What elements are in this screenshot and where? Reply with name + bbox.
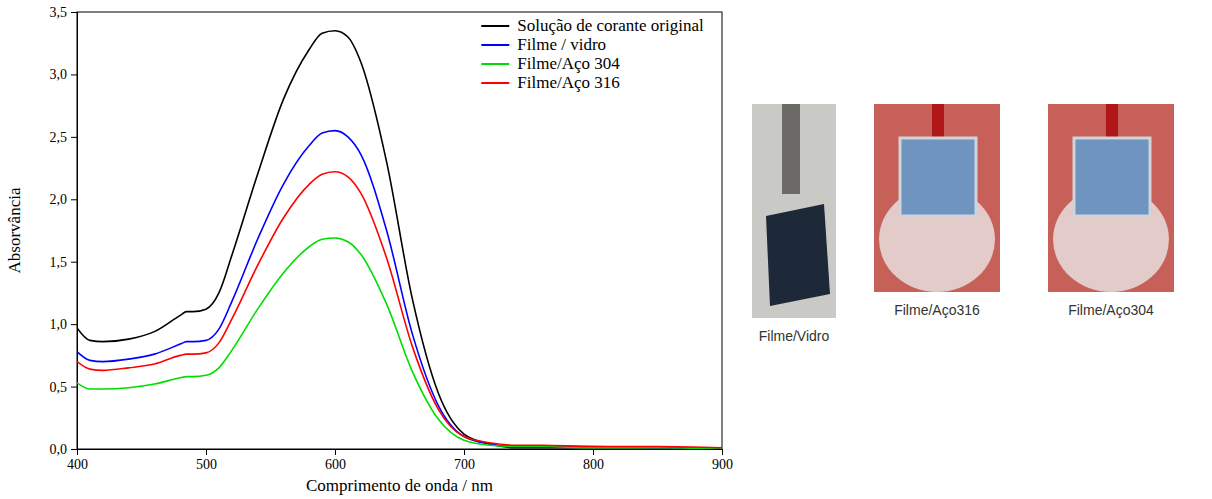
y-tick: 1,5 bbox=[50, 255, 78, 270]
x-tick-label: 700 bbox=[454, 457, 475, 472]
y-axis-line bbox=[71, 13, 78, 450]
legend: Solução de corante originalFilme / vidro… bbox=[481, 16, 704, 92]
y-tick: 0,0 bbox=[50, 442, 78, 457]
y-tick-mark bbox=[71, 74, 77, 75]
y-tick: 3,0 bbox=[50, 67, 78, 82]
photo-caption: Filme/Aço316 bbox=[894, 302, 980, 318]
y-tick-mark bbox=[71, 387, 77, 388]
series-line bbox=[77, 172, 722, 448]
legend-item: Filme / vidro bbox=[481, 35, 606, 54]
x-tick-label: 900 bbox=[712, 457, 733, 472]
photo-background bbox=[752, 104, 836, 318]
series-line bbox=[77, 131, 722, 449]
legend-swatch bbox=[481, 63, 509, 65]
photo-clip bbox=[932, 104, 944, 138]
photo bbox=[752, 104, 836, 318]
y-tick-mark bbox=[71, 12, 77, 13]
photo-film bbox=[766, 204, 830, 306]
y-tick-label: 2,5 bbox=[50, 130, 68, 145]
x-axis: 400 500 600 700 800 900 bbox=[67, 449, 733, 472]
y-tick-mark bbox=[71, 137, 77, 138]
plot: 400 500 600 700 800 900 0,0 0,5 1,0 1,5 2,0 2,5 3,0 3… bbox=[50, 5, 734, 472]
lines bbox=[77, 31, 722, 449]
legend-item: Filme/Aço 316 bbox=[481, 73, 619, 92]
photo-caption: Filme/Aço304 bbox=[1068, 302, 1154, 318]
photos: Filme/Vidro Filme/Aço316 Filme/Aço304 bbox=[752, 104, 1174, 344]
y-tick: 3,5 bbox=[50, 5, 78, 20]
legend-swatch bbox=[481, 44, 509, 46]
y-tick: 0,5 bbox=[50, 380, 78, 395]
y-tick-label: 0,5 bbox=[50, 380, 68, 395]
x-tick: 700 bbox=[454, 449, 475, 472]
x-tick-mark bbox=[335, 449, 336, 455]
photo-background bbox=[874, 104, 1000, 292]
y-tick-mark bbox=[71, 449, 77, 450]
y-tick-label: 2,0 bbox=[50, 192, 68, 207]
y-tick: 2,0 bbox=[50, 192, 78, 207]
photo bbox=[874, 104, 1000, 292]
figure: 400 500 600 700 800 900 0,0 0,5 1,0 1,5 2,0 2,5 3,0 3… bbox=[0, 0, 1212, 499]
y-tick-mark bbox=[71, 324, 77, 325]
y-tick-mark bbox=[71, 262, 77, 263]
x-tick-label: 500 bbox=[196, 457, 217, 472]
y-tick-label: 1,0 bbox=[50, 317, 68, 332]
photo-clip bbox=[1106, 104, 1118, 138]
x-tick: 800 bbox=[583, 449, 604, 472]
x-tick-mark bbox=[593, 449, 594, 455]
x-axis-title: Comprimento de onda / nm bbox=[306, 476, 493, 495]
series-line bbox=[77, 31, 722, 449]
y-axis-title: Absorvância bbox=[5, 187, 24, 273]
legend-label: Filme/Aço 304 bbox=[517, 54, 620, 73]
legend-swatch bbox=[481, 25, 509, 27]
photo-clip bbox=[782, 104, 800, 194]
y-axis: 0,0 0,5 1,0 1,5 2,0 2,5 3,0 3,5 bbox=[50, 5, 78, 457]
y-tick-mark bbox=[71, 199, 77, 200]
legend-item: Filme/Aço 304 bbox=[481, 54, 620, 73]
x-axis-line bbox=[78, 450, 723, 456]
legend-swatch bbox=[481, 82, 509, 84]
x-tick-mark bbox=[206, 449, 207, 455]
legend-label: Filme / vidro bbox=[517, 35, 606, 54]
y-tick-label: 1,5 bbox=[50, 255, 68, 270]
photo-film bbox=[900, 138, 976, 216]
x-tick: 600 bbox=[325, 449, 346, 472]
legend-label: Filme/Aço 316 bbox=[517, 73, 619, 92]
y-tick-label: 3,5 bbox=[50, 5, 68, 20]
y-tick-label: 0,0 bbox=[50, 442, 68, 457]
series-line bbox=[77, 238, 722, 449]
photo bbox=[1048, 104, 1174, 292]
x-tick-mark bbox=[722, 449, 723, 455]
photo-background bbox=[1048, 104, 1174, 292]
x-tick-label: 400 bbox=[67, 457, 88, 472]
y-tick-label: 3,0 bbox=[50, 67, 68, 82]
x-tick: 900 bbox=[712, 449, 733, 472]
photo-film bbox=[1074, 138, 1150, 216]
y-tick: 1,0 bbox=[50, 317, 78, 332]
x-tick-mark bbox=[464, 449, 465, 455]
legend-item: Solução de corante original bbox=[481, 16, 704, 35]
x-tick: 400 bbox=[67, 449, 88, 472]
y-tick: 2,5 bbox=[50, 130, 78, 145]
legend-label: Solução de corante original bbox=[517, 16, 704, 35]
plot-frame bbox=[77, 12, 722, 449]
photo-caption: Filme/Vidro bbox=[759, 328, 830, 344]
x-tick: 500 bbox=[196, 449, 217, 472]
x-tick-label: 800 bbox=[583, 457, 604, 472]
x-tick-label: 600 bbox=[325, 457, 346, 472]
